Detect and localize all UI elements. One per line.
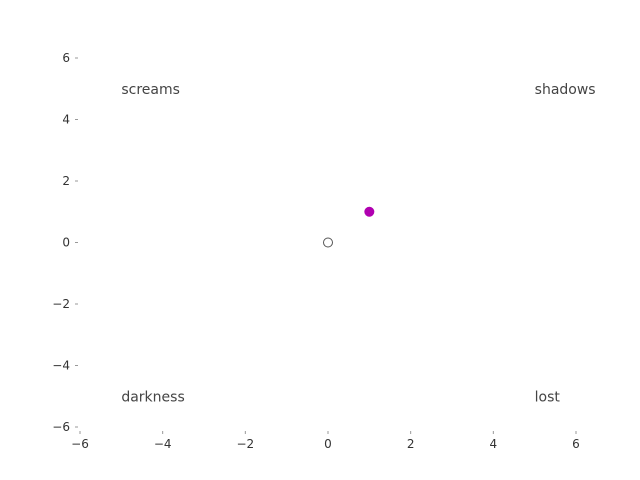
annotation-layer: screams shadows darkness lost	[121, 82, 595, 406]
x-tick-label: −4	[154, 437, 172, 451]
annotation-label: lost	[535, 389, 561, 405]
x-tick-label: −6	[71, 437, 89, 451]
y-tick-label: 6	[62, 51, 70, 65]
x-tick-label: −2	[236, 437, 254, 451]
y-tick-label: −2	[52, 297, 70, 311]
data-point	[364, 206, 375, 217]
y-tick-label: 0	[62, 236, 70, 250]
x-tick-label: 6	[572, 437, 580, 451]
x-tick-label: 2	[407, 437, 415, 451]
y-axis: −6 −4 −2 0 2 4 6	[52, 51, 78, 434]
y-tick-label: 4	[62, 113, 70, 127]
annotation-label: screams	[121, 82, 180, 98]
x-tick-label: 0	[324, 437, 332, 451]
annotation-label: darkness	[121, 389, 184, 405]
data-points	[323, 206, 375, 248]
x-tick-label: 4	[490, 437, 498, 451]
annotation-label: shadows	[535, 82, 596, 98]
y-tick-label: −6	[52, 420, 70, 434]
x-axis: −6 −4 −2 0 2 4 6	[71, 431, 580, 451]
origin-point	[323, 237, 333, 248]
y-tick-label: −4	[52, 359, 70, 373]
y-tick-label: 2	[62, 174, 70, 188]
